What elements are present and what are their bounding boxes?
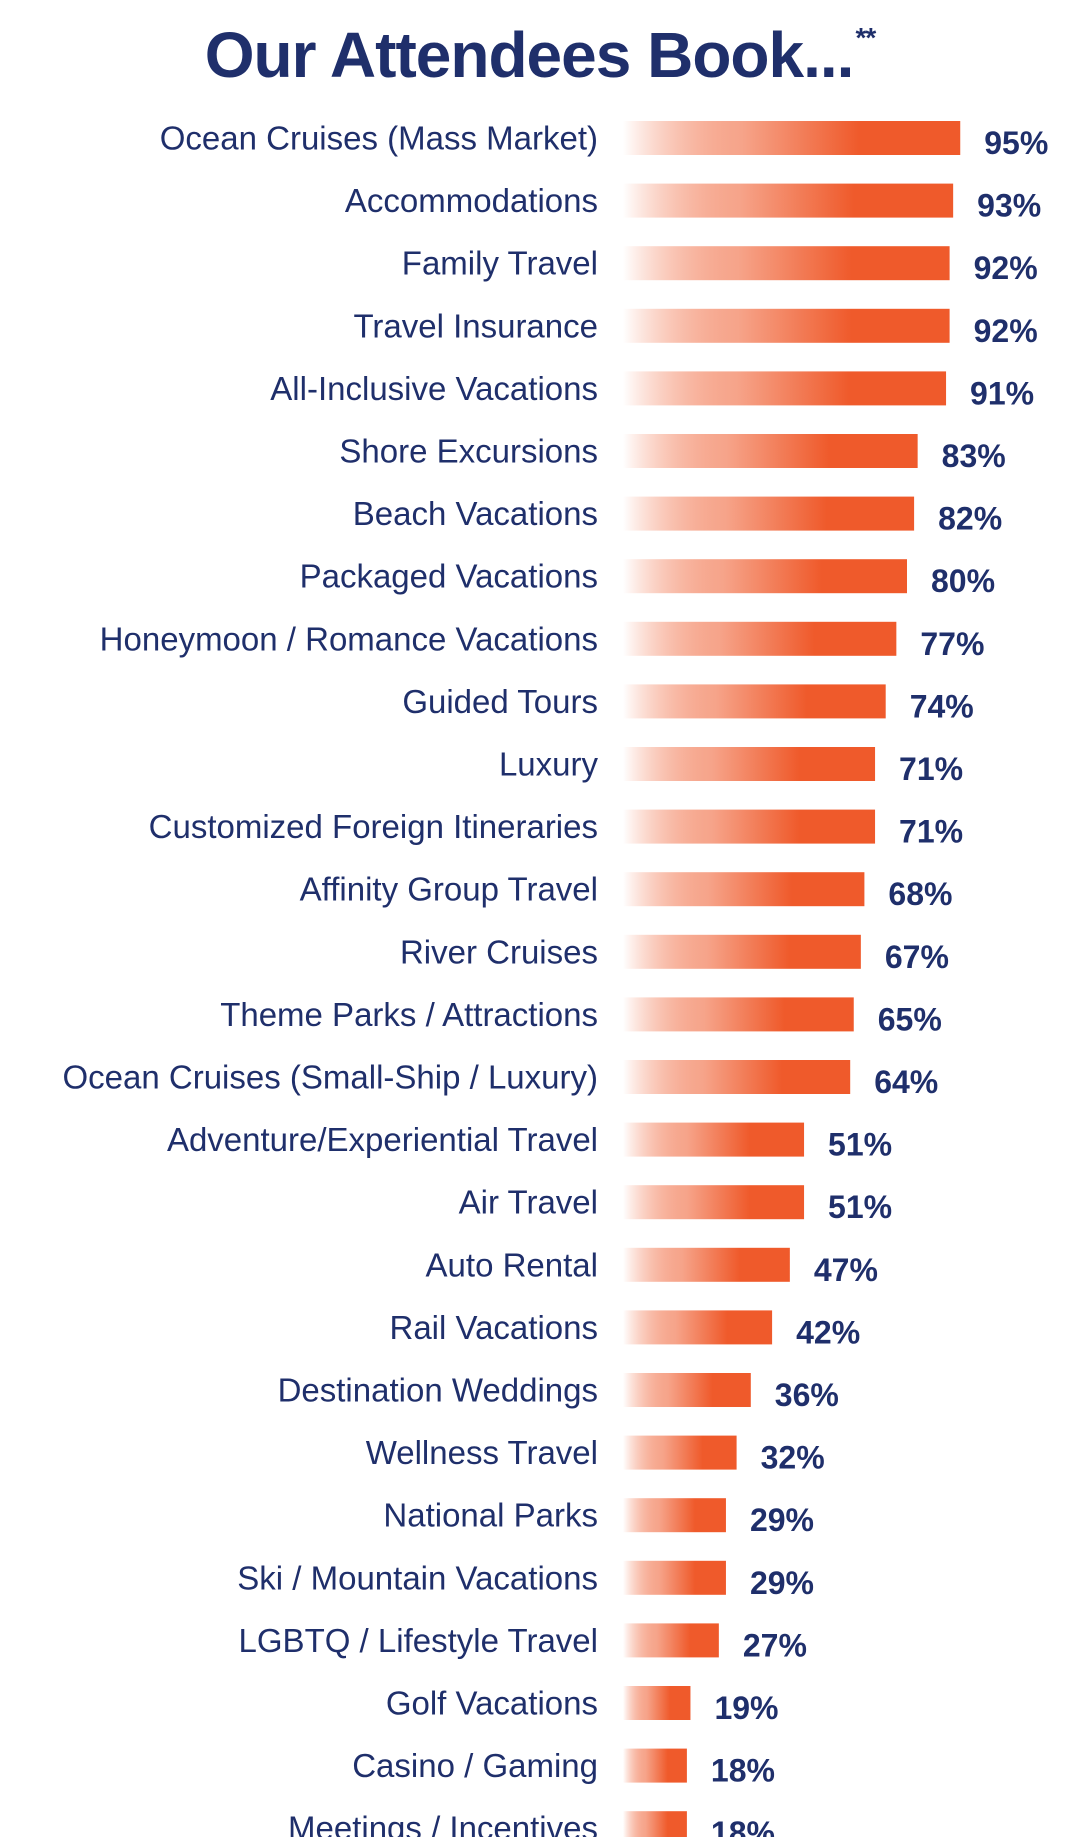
value-label: 64% — [874, 1064, 938, 1100]
bar — [623, 1686, 691, 1720]
value-label: 95% — [984, 125, 1048, 161]
bar — [623, 1748, 687, 1783]
category-label: Luxury — [499, 746, 599, 783]
bar — [623, 496, 915, 531]
bar — [623, 1623, 719, 1658]
value-label: 92% — [974, 250, 1038, 286]
chart-title-text: Our Attendees Book... — [204, 19, 855, 91]
value-label: 91% — [970, 375, 1034, 411]
value-label: 71% — [899, 751, 963, 787]
bar — [623, 684, 886, 719]
category-label: Customized Foreign Itineraries — [149, 808, 598, 845]
bar — [623, 1435, 737, 1470]
bar — [623, 308, 950, 343]
category-label: Packaged Vacations — [300, 558, 598, 595]
bar — [623, 934, 861, 969]
bar — [623, 621, 897, 656]
value-label: 42% — [796, 1314, 860, 1350]
bar — [623, 371, 947, 406]
chart-title-note: ** — [855, 22, 876, 53]
value-label: 92% — [974, 313, 1038, 349]
category-label: Wellness Travel — [366, 1434, 598, 1471]
bar — [623, 434, 918, 468]
bar — [623, 809, 876, 844]
category-label: Auto Rental — [426, 1246, 598, 1283]
category-label: Theme Parks / Attractions — [220, 996, 598, 1033]
value-label: 32% — [761, 1440, 825, 1476]
bar — [623, 872, 865, 907]
bar — [623, 121, 961, 155]
category-label: Ocean Cruises (Mass Market) — [160, 120, 598, 157]
category-label: Ski / Mountain Vacations — [237, 1559, 598, 1596]
category-label: Beach Vacations — [353, 495, 598, 532]
value-label: 83% — [942, 438, 1006, 474]
category-label: LGBTQ / Lifestyle Travel — [239, 1622, 598, 1659]
value-label: 47% — [814, 1252, 878, 1288]
value-label: 27% — [743, 1627, 807, 1663]
category-label: Meetings / Incentives — [288, 1810, 598, 1837]
value-label: 71% — [899, 814, 963, 850]
category-label: Shore Excursions — [339, 433, 598, 470]
bar — [623, 183, 954, 218]
bar — [623, 559, 907, 594]
category-label: Air Travel — [459, 1184, 598, 1221]
chart-title: Our Attendees Book...** — [0, 18, 1080, 92]
value-label: 51% — [828, 1127, 892, 1163]
category-label: Destination Weddings — [278, 1372, 598, 1409]
value-label: 93% — [977, 188, 1041, 224]
value-label: 36% — [775, 1377, 839, 1413]
category-label: Guided Tours — [402, 683, 598, 720]
bar — [623, 747, 876, 781]
category-label: Travel Insurance — [353, 307, 598, 344]
category-label: National Parks — [383, 1497, 598, 1534]
value-label: 51% — [828, 1189, 892, 1225]
bar — [623, 1811, 687, 1837]
value-label: 65% — [878, 1001, 942, 1037]
value-label: 68% — [888, 876, 952, 912]
bar — [623, 1560, 726, 1595]
value-label: 29% — [750, 1502, 814, 1538]
category-label: All-Inclusive Vacations — [270, 370, 598, 407]
category-label: Adventure/Experiential Travel — [167, 1121, 598, 1158]
category-label: Family Travel — [402, 245, 598, 282]
bar — [623, 246, 950, 281]
bar — [623, 1373, 751, 1407]
value-label: 77% — [920, 626, 984, 662]
category-label: Rail Vacations — [390, 1309, 599, 1346]
bar — [623, 1310, 773, 1345]
value-label: 18% — [711, 1753, 775, 1789]
bar — [623, 1247, 790, 1282]
bar — [623, 1060, 851, 1094]
value-label: 18% — [711, 1815, 775, 1837]
value-label: 29% — [750, 1565, 814, 1601]
bars-layer: Ocean Cruises (Mass Market) 95% Accommodat… — [62, 120, 1048, 1837]
category-label: Ocean Cruises (Small-Ship / Luxury) — [62, 1059, 598, 1096]
category-label: Casino / Gaming — [352, 1747, 598, 1784]
category-label: Honeymoon / Romance Vacations — [100, 620, 598, 657]
bar — [623, 1498, 726, 1533]
value-label: 74% — [910, 688, 974, 724]
category-label: Golf Vacations — [386, 1685, 598, 1722]
value-label: 19% — [714, 1690, 778, 1726]
category-label: Affinity Group Travel — [300, 871, 598, 908]
bar — [623, 1185, 805, 1220]
bar — [623, 1122, 805, 1157]
value-label: 67% — [885, 939, 949, 975]
value-label: 80% — [931, 563, 995, 599]
category-label: River Cruises — [400, 933, 598, 970]
bar — [623, 997, 854, 1032]
category-label: Accommodations — [345, 182, 598, 219]
value-label: 82% — [938, 501, 1002, 537]
